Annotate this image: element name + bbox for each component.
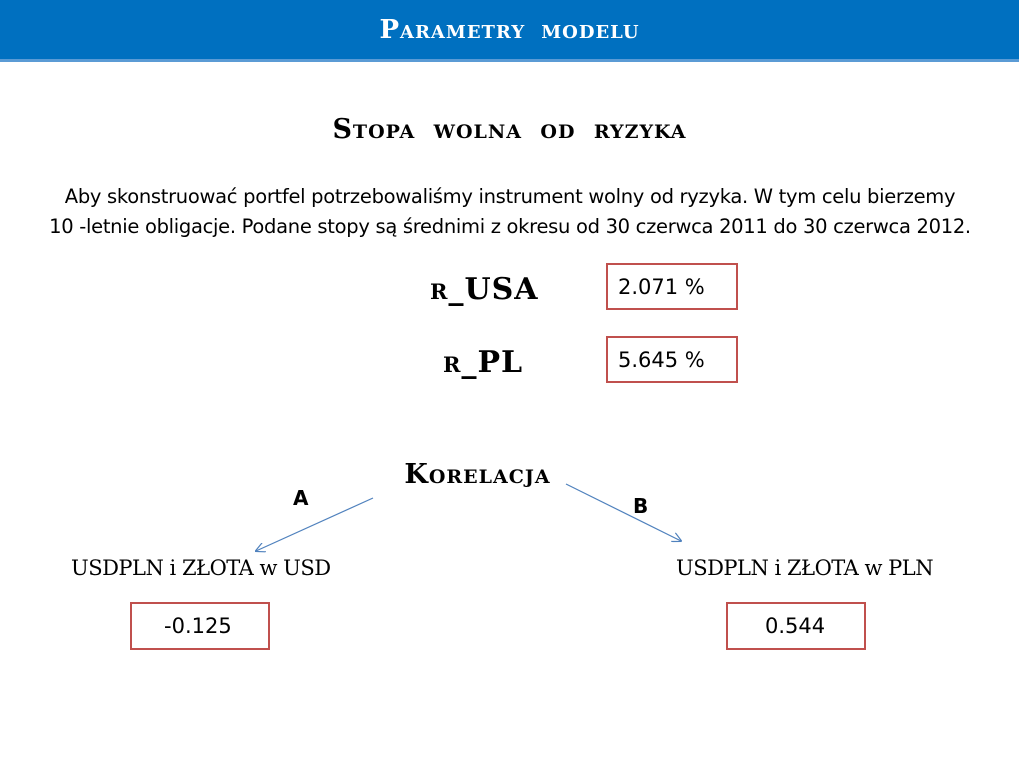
rate-label-pl: r_PL [443, 345, 524, 380]
rate-label-usa: r_USA [430, 272, 539, 307]
correlation-heading: Korelacja [404, 459, 551, 490]
risk-free-description: Aby skonstruować portfel potrzebowaliśmy… [10, 182, 1010, 242]
description-line-1: Aby skonstruować portfel potrzebowaliśmy… [64, 185, 956, 208]
title-bar: Parametry modelu [0, 0, 1019, 62]
correlation-label-a: USDPLN i ZŁOTA w USD [71, 556, 331, 580]
rate-value-box-pl: 5.645 % [606, 336, 738, 383]
correlation-value-b: 0.544 [765, 614, 826, 638]
correlation-value-box-b: 0.544 [726, 602, 866, 650]
letter-a: A [293, 486, 309, 510]
risk-free-heading: Stopa wolna od ryzyka [332, 114, 687, 145]
correlation-label-b: USDPLN i ZŁOTA w PLN [676, 556, 934, 580]
rate-value-pl: 5.645 % [618, 348, 705, 372]
arrow-a [256, 497, 374, 551]
slide-title: Parametry modelu [379, 15, 640, 45]
rate-value-box-usa: 2.071 % [606, 263, 738, 310]
correlation-value-a: -0.125 [164, 614, 232, 638]
letter-b: B [633, 494, 649, 518]
correlation-value-box-a: -0.125 [130, 602, 270, 650]
arrow-b [565, 483, 681, 541]
description-line-2: 10 -letnie obligacje. Podane stopy są śr… [49, 215, 971, 238]
rate-value-usa: 2.071 % [618, 275, 705, 299]
